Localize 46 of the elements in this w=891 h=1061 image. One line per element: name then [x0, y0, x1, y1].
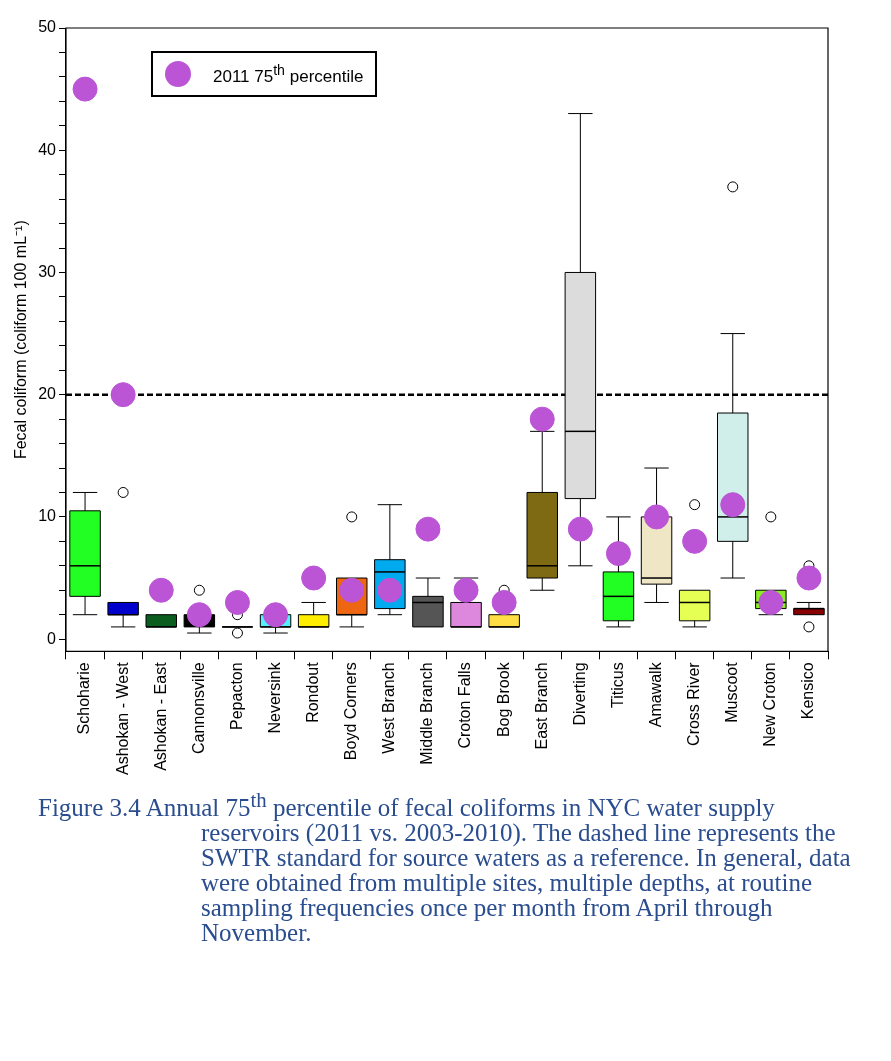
- point: [415, 516, 441, 542]
- legend-label: 2011 75$^{th}$ percentile: [212, 61, 364, 87]
- point: [644, 504, 670, 530]
- y-tick-label: 10: [38, 507, 57, 525]
- point: [529, 406, 555, 432]
- point: [224, 589, 250, 615]
- x-tick-label: Pepacton: [227, 662, 245, 730]
- y-tick-label: 0: [47, 629, 57, 647]
- y-tick-label: 50: [38, 18, 57, 36]
- point: [148, 577, 174, 603]
- x-tick-label: Boyd Corners: [342, 662, 360, 761]
- x-tick-label: Middle Branch: [418, 662, 436, 765]
- x-tick-label: New Croton: [761, 662, 779, 747]
- point: [301, 565, 327, 591]
- x-tick-label: Amawalk: [646, 661, 664, 728]
- point: [605, 541, 631, 567]
- x-tick-label: East Branch: [532, 662, 550, 750]
- x-tick-label: Croton Falls: [456, 662, 474, 749]
- x-tick-label: Rondout: [304, 661, 322, 723]
- x-tick-label: Diverting: [570, 662, 588, 726]
- x-tick-label: Cannonsville: [189, 662, 207, 754]
- y-axis-title: Fecal coliform (coliform 100 mL⁻¹): [12, 220, 30, 460]
- x-tick-label: Titicus: [608, 662, 626, 708]
- point: [453, 577, 479, 603]
- point: [796, 565, 822, 591]
- x-tick-label: West Branch: [380, 662, 398, 754]
- x-tick-label: Muscoot: [723, 661, 741, 723]
- x-tick-label: Schoharie: [75, 662, 93, 735]
- y-tick-label: 20: [38, 385, 57, 403]
- x-tick-label: Neversink: [265, 661, 283, 734]
- y-tick-label: 30: [38, 262, 57, 280]
- caption: Figure 3.4 Annual 75$^{th}$ percentile of fecal coliforms in NYC water supply reservoirs (2011 vs. 2003-2010). The dashed line represents the SWTR standard for source waters as a reference. In general, data were obtained from multiple sites, multiple depths, at routine sampling frequencies once per month from April through November.: [38, 788, 852, 947]
- point: [720, 492, 746, 518]
- x-tick-label: Cross River: [685, 661, 703, 746]
- point: [186, 602, 212, 628]
- point: [567, 516, 593, 542]
- point: [263, 602, 289, 628]
- point: [110, 382, 136, 408]
- x-tick-label: Ashokan - East: [151, 661, 169, 771]
- point: [682, 528, 708, 554]
- point: [72, 76, 98, 102]
- point: [491, 589, 517, 615]
- x-tick-label: Ashokan - West: [113, 661, 131, 775]
- y-tick-label: 40: [38, 140, 57, 158]
- x-tick-label: Bog Brook: [494, 661, 512, 738]
- x-tick-label: Kensico: [799, 662, 817, 720]
